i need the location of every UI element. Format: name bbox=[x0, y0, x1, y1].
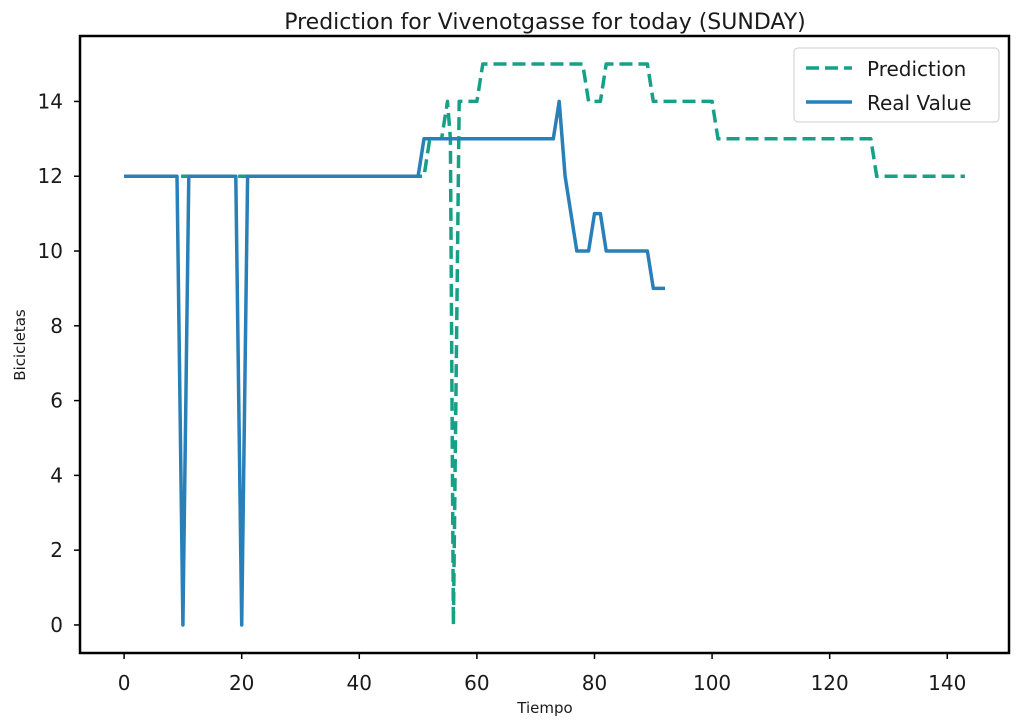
y-axis-label: Bicicletas bbox=[11, 309, 29, 381]
x-tick-label: 0 bbox=[118, 671, 131, 695]
plot-frame bbox=[78, 34, 1011, 655]
x-tick-label: 140 bbox=[928, 671, 966, 695]
x-axis-label: Tiempo bbox=[516, 699, 572, 717]
x-tick-label: 120 bbox=[811, 671, 849, 695]
y-tick-label: 12 bbox=[38, 164, 63, 188]
x-axis-ticks: 0 20 40 60 80 100 120 140 bbox=[118, 653, 966, 695]
y-axis-ticks: 0 2 4 6 8 10 12 14 bbox=[38, 89, 80, 637]
x-tick-label: 100 bbox=[693, 671, 731, 695]
y-tick-label: 4 bbox=[50, 463, 63, 487]
x-tick-label: 40 bbox=[347, 671, 372, 695]
y-tick-label: 10 bbox=[38, 239, 63, 263]
y-tick-label: 2 bbox=[50, 538, 63, 562]
legend-label-prediction: Prediction bbox=[867, 57, 966, 81]
series-line-prediction bbox=[124, 62, 965, 627]
chart-title: Prediction for Vivenotgasse for today (S… bbox=[284, 10, 806, 35]
x-tick-label: 60 bbox=[464, 671, 489, 695]
y-tick-label: 0 bbox=[50, 613, 63, 637]
y-tick-label: 14 bbox=[38, 89, 63, 113]
series-line-real-value bbox=[124, 99, 665, 627]
x-tick-label: 20 bbox=[229, 671, 254, 695]
y-tick-label: 8 bbox=[50, 314, 63, 338]
legend-label-real-value: Real Value bbox=[867, 91, 971, 115]
legend: Prediction Real Value bbox=[793, 47, 1000, 123]
series-lines bbox=[124, 62, 965, 627]
y-tick-label: 6 bbox=[50, 389, 63, 413]
x-tick-label: 80 bbox=[582, 671, 607, 695]
